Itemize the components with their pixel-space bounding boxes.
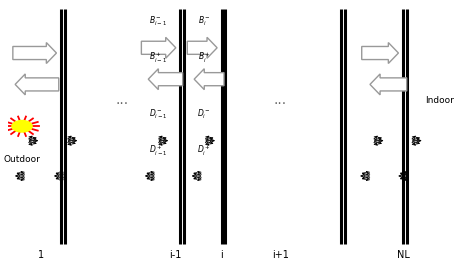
- Text: Outdoor: Outdoor: [4, 155, 40, 164]
- FancyArrow shape: [362, 43, 398, 63]
- FancyArrow shape: [194, 69, 224, 90]
- Text: NL: NL: [396, 250, 410, 260]
- Text: $D^-_{i-1}$: $D^-_{i-1}$: [149, 108, 168, 121]
- Text: $D^+_{i-1}$: $D^+_{i-1}$: [149, 143, 168, 158]
- Text: i: i: [220, 250, 223, 260]
- Text: Indoor: Indoor: [425, 96, 454, 105]
- Circle shape: [12, 120, 32, 132]
- Text: i-1: i-1: [169, 250, 182, 260]
- Text: i+1: i+1: [272, 250, 289, 260]
- Text: ...: ...: [116, 93, 129, 107]
- Text: $B^-_{i-1}$: $B^-_{i-1}$: [149, 15, 168, 28]
- FancyArrow shape: [370, 74, 407, 95]
- Text: ...: ...: [274, 93, 287, 107]
- Text: 1: 1: [38, 250, 44, 260]
- Text: $D^-_i$: $D^-_i$: [197, 108, 211, 121]
- FancyArrow shape: [15, 74, 59, 95]
- Text: $B^+_{i-1}$: $B^+_{i-1}$: [149, 50, 168, 65]
- FancyArrow shape: [187, 37, 217, 58]
- FancyArrow shape: [13, 43, 57, 63]
- Text: $B^-_i$: $B^-_i$: [198, 15, 211, 28]
- FancyArrow shape: [141, 37, 176, 58]
- FancyArrow shape: [148, 69, 183, 90]
- Text: $D^+_i$: $D^+_i$: [197, 143, 211, 158]
- Text: $B^+_i$: $B^+_i$: [198, 50, 211, 65]
